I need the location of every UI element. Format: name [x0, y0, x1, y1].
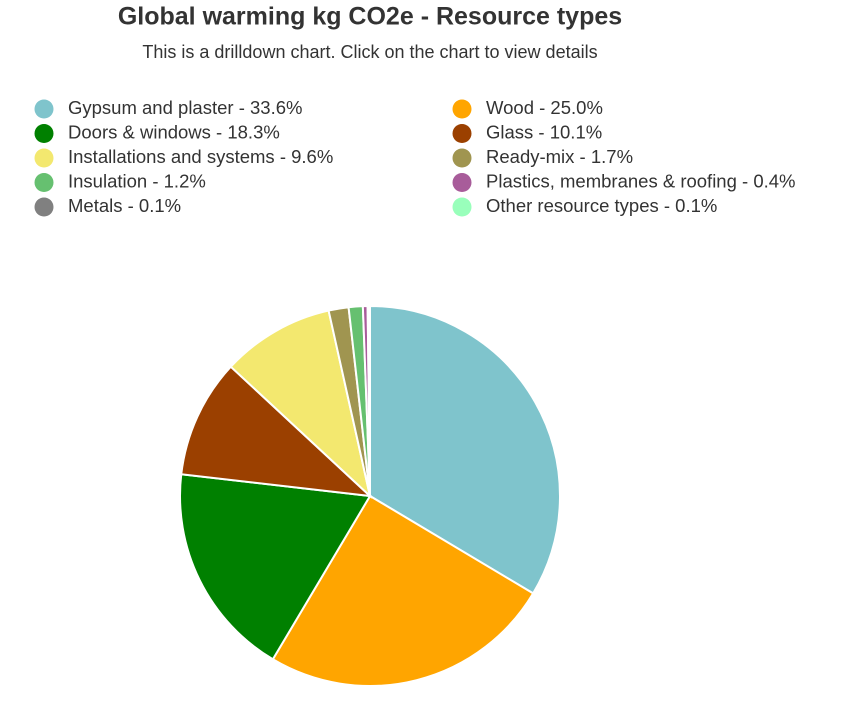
legend-marker — [452, 124, 472, 143]
pie-slice[interactable] — [229, 309, 372, 499]
pie-slice[interactable] — [179, 473, 372, 661]
pie-slice[interactable] — [271, 494, 535, 687]
legend-marker — [34, 197, 54, 217]
legend-marker — [34, 173, 54, 192]
legend-label: Ready-mix - 1.7% — [486, 146, 633, 167]
legend-label: Metals - 0.1% — [68, 195, 181, 216]
legend-marker — [34, 148, 54, 168]
legend-label: Plastics, membranes & roofing - 0.4% — [486, 170, 796, 191]
legend-marker — [34, 124, 54, 143]
legend-label: Other resource types - 0.1% — [486, 195, 717, 216]
legend-marker — [452, 197, 472, 217]
legend-marker — [452, 99, 472, 119]
legend-label: Doors & windows - 18.3% — [68, 121, 280, 142]
legend-label: Glass - 10.1% — [486, 121, 602, 142]
pie-slice[interactable] — [367, 304, 371, 497]
legend-label: Wood - 25.0% — [486, 97, 603, 118]
legend-marker — [452, 173, 472, 192]
pie-slice[interactable] — [180, 365, 373, 498]
legend-marker — [452, 148, 472, 168]
legend-label: Gypsum and plaster - 33.6% — [68, 97, 302, 118]
pie-slice[interactable] — [369, 304, 561, 595]
chart-title: Global warming kg CO2e - Resource types — [118, 3, 622, 31]
legend-label: Installations and systems - 9.6% — [68, 146, 333, 167]
chart-subtitle: This is a drilldown chart. Click on the … — [142, 42, 597, 62]
legend-marker — [34, 99, 54, 119]
legend-label: Insulation - 1.2% — [68, 170, 206, 191]
